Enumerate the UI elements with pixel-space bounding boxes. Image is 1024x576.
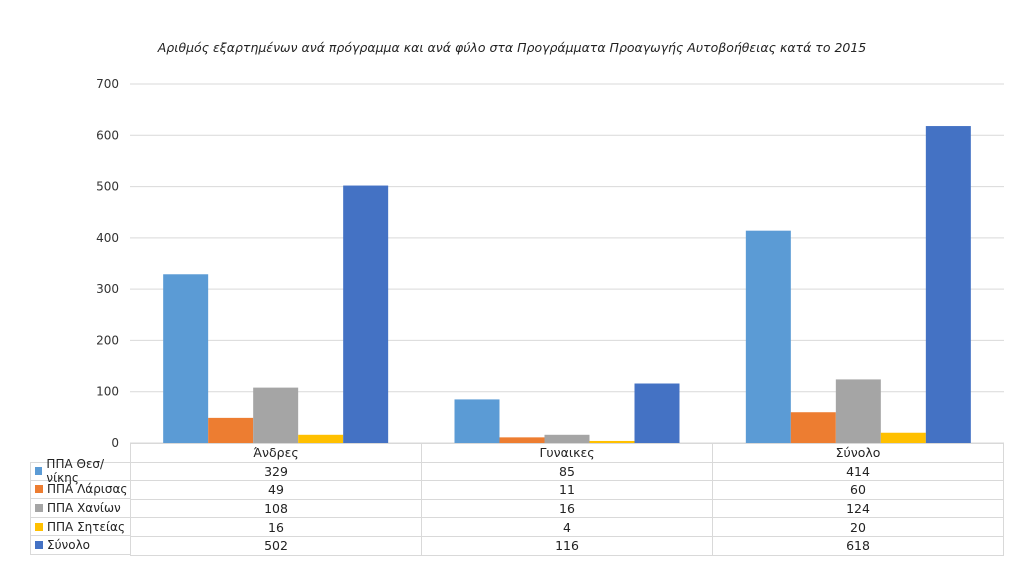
y-tick-label: 600 xyxy=(96,128,119,142)
bar xyxy=(454,399,500,443)
legend-item: ΠΠΑ Θεσ/νίκης xyxy=(30,457,130,485)
legend-item: ΠΠΑ Χανίων xyxy=(30,499,130,518)
y-tick-label: 0 xyxy=(111,436,119,450)
bar xyxy=(163,274,209,443)
data-table: Άνδρες Γυναικες Σύνολο 329 85 414 49 11 60 108 16 1… xyxy=(130,443,1004,556)
data-label: 124 xyxy=(712,498,1004,519)
data-label: 16 xyxy=(130,517,422,537)
data-label: 16 xyxy=(421,498,713,519)
table-header-row: Άνδρες Γυναικες Σύνολο xyxy=(130,443,1004,463)
legend-swatch xyxy=(35,541,43,550)
legend-swatch xyxy=(35,467,43,476)
chart-title: Αριθμός εξαρτημένων ανά πρόγραμμα και αν… xyxy=(157,40,867,55)
y-tick-label: 700 xyxy=(96,77,119,91)
legend-item: Σύνολο xyxy=(30,536,130,555)
bar xyxy=(925,126,971,443)
category-label: Σύνολο xyxy=(712,443,1004,463)
bar xyxy=(208,417,254,443)
legend-label: ΠΠΑ Θεσ/νίκης xyxy=(46,457,105,486)
data-label: 85 xyxy=(421,461,713,482)
legend-label: ΠΠΑ Χανίων xyxy=(47,500,121,515)
bar xyxy=(589,440,635,443)
bar xyxy=(880,432,926,443)
legend-swatch xyxy=(35,503,43,512)
data-label: 116 xyxy=(421,535,713,556)
bar xyxy=(835,379,881,443)
y-tick-label: 400 xyxy=(96,231,119,245)
y-tick-label: 100 xyxy=(96,385,119,399)
y-tick-label: 500 xyxy=(96,180,119,194)
bar xyxy=(790,412,836,443)
legend: ΠΠΑ Θεσ/νίκης ΠΠΑ Λάρισας ΠΠΑ Χανίων ΠΠΑ Ση… xyxy=(30,457,130,555)
data-label: 618 xyxy=(712,535,1004,556)
data-label: 11 xyxy=(421,480,713,500)
y-tick-label: 300 xyxy=(96,282,119,296)
table-row: 108 16 124 xyxy=(130,498,1004,519)
table-row: 329 85 414 xyxy=(130,461,1004,482)
data-label: 60 xyxy=(712,480,1004,500)
data-label: 502 xyxy=(130,535,422,556)
bar xyxy=(745,230,791,443)
bars xyxy=(163,126,971,443)
bar xyxy=(544,434,590,443)
legend-swatch xyxy=(35,522,43,531)
table-row: 49 11 60 xyxy=(130,480,1004,500)
table-row: 16 4 20 xyxy=(130,517,1004,537)
data-label: 329 xyxy=(130,461,422,482)
y-tick-label: 200 xyxy=(96,333,119,347)
bar xyxy=(253,387,299,443)
legend-label: ΠΠΑ Λάρισας xyxy=(47,482,128,497)
y-axis-ticks: 0 100 200 300 400 500 600 700 xyxy=(96,77,119,450)
bar xyxy=(298,434,344,443)
data-label: 414 xyxy=(712,461,1004,482)
legend-label: Σύνολο xyxy=(47,538,91,553)
bar xyxy=(499,437,545,443)
legend-swatch xyxy=(35,485,43,494)
table-row: 502 116 618 xyxy=(130,535,1004,556)
category-label: Γυναικες xyxy=(421,443,713,463)
bar xyxy=(634,383,680,443)
data-label: 20 xyxy=(712,517,1004,537)
legend-item: ΠΠΑ Λάρισας xyxy=(30,480,130,500)
data-label: 4 xyxy=(421,517,713,537)
data-label: 49 xyxy=(130,480,422,500)
bar xyxy=(343,185,389,443)
legend-label: ΠΠΑ Σητείας xyxy=(47,519,125,534)
data-label: 108 xyxy=(130,498,422,519)
legend-item: ΠΠΑ Σητείας xyxy=(30,517,130,537)
category-label: Άνδρες xyxy=(130,443,422,463)
